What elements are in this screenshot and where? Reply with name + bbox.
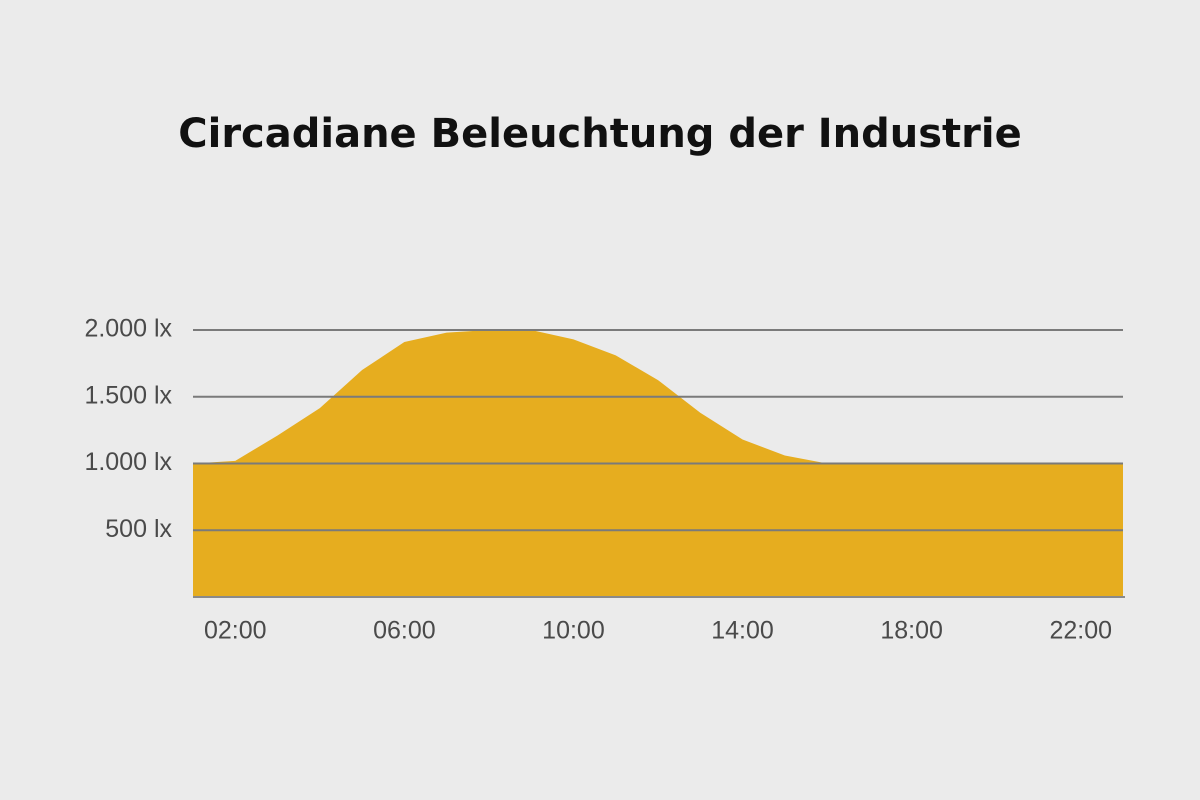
chart-title: Circadiane Beleuchtung der Industrie (178, 111, 1022, 157)
x-tick-label: 18:00 (880, 617, 943, 645)
x-tick-label: 14:00 (711, 617, 774, 645)
x-tick-label: 02:00 (204, 617, 267, 645)
x-tick-label: 06:00 (373, 617, 436, 645)
y-tick-label: 500 lx (105, 515, 172, 543)
y-tick-label: 1.000 lx (84, 448, 172, 476)
y-tick-label: 2.000 lx (84, 315, 172, 343)
x-tick-label: 22:00 (1049, 617, 1112, 645)
x-tick-label: 10:00 (542, 617, 605, 645)
y-tick-label: 1.500 lx (84, 381, 172, 409)
